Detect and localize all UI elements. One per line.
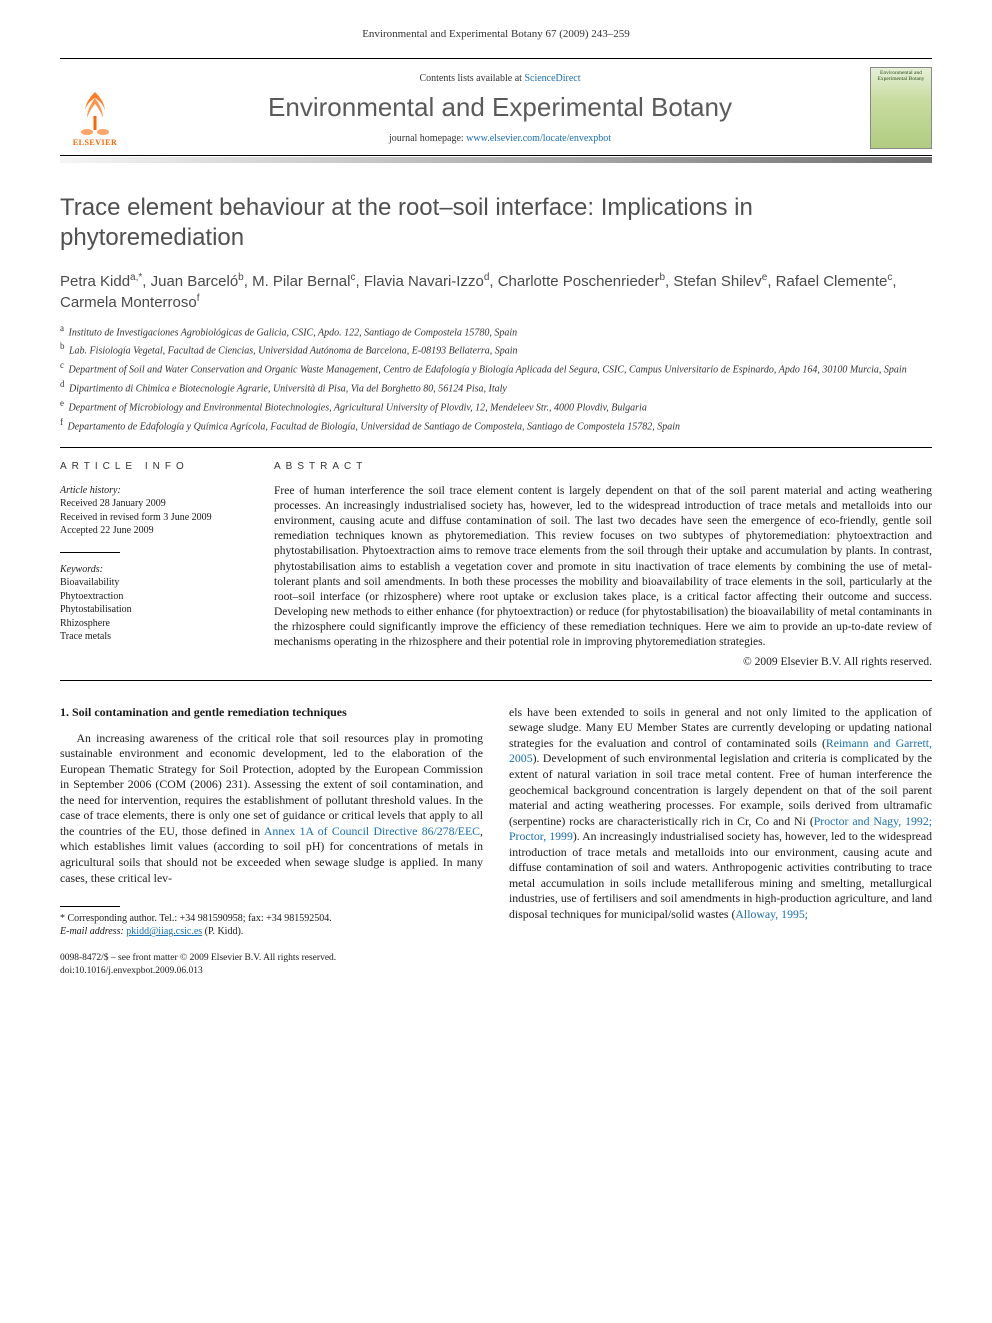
abstract-text: Free of human interference the soil trac…: [274, 484, 932, 651]
abstract-copyright: © 2009 Elsevier B.V. All rights reserved…: [274, 655, 932, 670]
citation-link[interactable]: Annex 1A of Council Directive 86/278/EEC: [264, 824, 480, 838]
masthead-center: Contents lists available at ScienceDirec…: [142, 73, 858, 144]
history-line: Received in revised form 3 June 2009: [60, 511, 248, 525]
keyword: Phytostabilisation: [60, 603, 248, 617]
keyword: Bioavailability: [60, 576, 248, 590]
gradient-divider: [60, 157, 932, 163]
section-rule-bottom: [60, 680, 932, 681]
homepage-line: journal homepage: www.elsevier.com/locat…: [142, 133, 858, 144]
keywords-label: Keywords:: [60, 563, 248, 577]
article-info-heading: ARTICLE INFO: [60, 460, 248, 474]
cover-caption: Environmental and Experimental Botany: [873, 70, 929, 82]
running-header: Environmental and Experimental Botany 67…: [60, 28, 932, 40]
affiliation-line: d Dipartimento di Chimica e Biotecnologi…: [60, 378, 932, 396]
abstract-column: ABSTRACT Free of human interference the …: [274, 460, 932, 669]
author-list: Petra Kidda,*, Juan Barcelób, M. Pilar B…: [60, 271, 932, 314]
affiliation-line: e Department of Microbiology and Environ…: [60, 397, 932, 415]
short-divider: [60, 552, 120, 553]
front-matter-line: 0098-8472/$ – see front matter © 2009 El…: [60, 952, 483, 964]
contents-prefix: Contents lists available at: [419, 73, 524, 84]
footnote-block: * Corresponding author. Tel.: +34 981590…: [60, 906, 483, 977]
article-title: Trace element behaviour at the root–soil…: [60, 193, 932, 253]
journal-cover-thumbnail: Environmental and Experimental Botany: [870, 67, 932, 149]
affiliation-line: c Department of Soil and Water Conservat…: [60, 359, 932, 377]
journal-masthead: ELSEVIER Contents lists available at Sci…: [60, 58, 932, 156]
section-heading: 1. Soil contamination and gentle remedia…: [60, 705, 483, 721]
publisher-name: ELSEVIER: [73, 138, 117, 147]
sciencedirect-link[interactable]: ScienceDirect: [524, 73, 580, 84]
history-line: Accepted 22 June 2009: [60, 524, 248, 538]
keyword: Trace metals: [60, 630, 248, 644]
article-history-block: Article history: Received 28 January 200…: [60, 484, 248, 538]
history-label: Article history:: [60, 484, 248, 498]
body-paragraph: els have been extended to soils in gener…: [509, 705, 932, 923]
email-label: E-mail address:: [60, 926, 126, 937]
affiliation-line: a Instituto de Investigaciones Agrobioló…: [60, 322, 932, 340]
body-text: An increasing awareness of the critical …: [60, 731, 483, 838]
citation-link[interactable]: Alloway, 1995;: [735, 907, 808, 921]
corr-author-line: * Corresponding author. Tel.: +34 981590…: [60, 912, 483, 925]
info-abstract-row: ARTICLE INFO Article history: Received 2…: [60, 448, 932, 679]
affiliation-list: a Instituto de Investigaciones Agrobioló…: [60, 322, 932, 434]
keywords-block: Keywords: Bioavailability Phytoextractio…: [60, 563, 248, 644]
contents-available-line: Contents lists available at ScienceDirec…: [142, 73, 858, 84]
email-tail: (P. Kidd).: [202, 926, 243, 937]
abstract-heading: ABSTRACT: [274, 460, 932, 473]
page-footer: 0098-8472/$ – see front matter © 2009 El…: [60, 952, 483, 977]
article-body: 1. Soil contamination and gentle remedia…: [60, 705, 932, 977]
corresponding-author-note: * Corresponding author. Tel.: +34 981590…: [60, 912, 483, 938]
article-info-column: ARTICLE INFO Article history: Received 2…: [60, 460, 248, 669]
doi-line: doi:10.1016/j.envexpbot.2009.06.013: [60, 965, 483, 977]
homepage-prefix: journal homepage:: [389, 133, 466, 144]
corr-email-line: E-mail address: pkidd@iiag.csic.es (P. K…: [60, 925, 483, 938]
body-paragraph: An increasing awareness of the critical …: [60, 731, 483, 887]
affiliation-line: f Departamento de Edafología y Química A…: [60, 416, 932, 434]
footnote-divider: [60, 906, 120, 907]
keyword: Phytoextraction: [60, 590, 248, 604]
corr-email-link[interactable]: pkidd@iiag.csic.es: [126, 926, 202, 937]
journal-homepage-link[interactable]: www.elsevier.com/locate/envexpbot: [466, 133, 611, 144]
keyword: Rhizosphere: [60, 617, 248, 631]
affiliation-line: b Lab. Fisiología Vegetal, Facultad de C…: [60, 340, 932, 358]
history-line: Received 28 January 2009: [60, 497, 248, 511]
elsevier-tree-icon: [71, 86, 119, 138]
journal-name: Environmental and Experimental Botany: [142, 92, 858, 123]
publisher-logo: ELSEVIER: [60, 69, 130, 147]
body-text: ). An increasingly industrialised societ…: [509, 829, 932, 921]
